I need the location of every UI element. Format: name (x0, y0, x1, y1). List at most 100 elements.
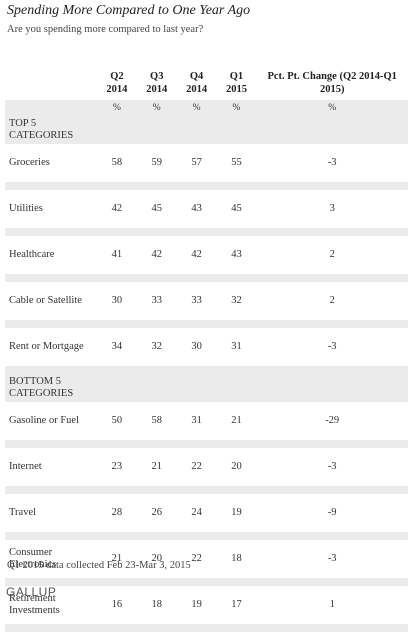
cell-value: 21 (216, 402, 257, 448)
cell-value: 24 (176, 490, 217, 540)
cell (5, 100, 97, 116)
unit: % (97, 100, 137, 116)
cell-value: 28 (97, 490, 137, 540)
cell (97, 116, 137, 144)
cell-value: 18 (136, 582, 177, 632)
cell-value: 41 (97, 232, 137, 282)
unit: % (216, 100, 257, 116)
cell-value: 17 (216, 582, 257, 632)
cell-value: 31 (216, 324, 257, 374)
section-label: BOTTOM 5 CATEGORIES (5, 370, 97, 402)
column-header: Q2 2014 (106, 71, 128, 95)
row-label: Consumer Electronics (5, 536, 97, 586)
cell-value: 19 (216, 490, 257, 540)
corner (5, 45, 97, 100)
cell-value: 45 (216, 186, 257, 236)
column-header: Q4 2014 (186, 71, 208, 95)
cell-value: 20 (136, 536, 177, 586)
cell-value: 58 (136, 402, 177, 448)
page: {"header": {"title": "Spending More Comp… (5, 3, 408, 632)
cell (216, 116, 257, 144)
row-label: Travel (5, 490, 97, 540)
data-row: Cable or Satellite 30 33 33 32 2 (5, 278, 408, 328)
section-row: BOTTOM 5 CATEGORIES (5, 370, 408, 402)
cell-value: 43 (176, 186, 217, 236)
row-label: Groceries (5, 144, 97, 190)
cell-value: 55 (216, 144, 257, 190)
units-row: %%%%% (5, 100, 408, 116)
cell (176, 116, 217, 144)
cell-value: 26 (136, 490, 177, 540)
cell (256, 370, 408, 402)
row-label: Internet (5, 444, 97, 494)
cell-value: 16 (97, 582, 137, 632)
data-row: Internet 23 21 22 20 -3 (5, 444, 408, 494)
row-label: Utilities (5, 186, 97, 236)
cell-value: 30 (176, 324, 217, 374)
data-row: Consumer Electronics 21 20 22 18 -3 (5, 536, 408, 586)
unit: % (256, 100, 408, 116)
cell-value: 57 (176, 144, 217, 190)
row-label: Rent or Mortgage (5, 324, 97, 374)
section-label: TOP 5 CATEGORIES (5, 116, 97, 144)
cell-value: 32 (216, 278, 257, 328)
cell-value: 21 (136, 444, 177, 494)
data-row: Healthcare 41 42 42 43 2 (5, 232, 408, 282)
cell-value: 20 (216, 444, 257, 494)
cell-value: 32 (136, 324, 177, 374)
cell-value: 31 (176, 402, 217, 448)
cell-value: 3 (256, 186, 408, 236)
column-header: Pct. Pt. Change (Q2 2014-Q1 2015) (267, 71, 397, 95)
footnote: Q1 2015 data collected Feb 23-Mar 3, 201… (7, 560, 191, 571)
data-row: Retirement Investments 16 18 19 17 1 (5, 582, 408, 632)
brand: GALLUP (6, 585, 57, 599)
cell-value: 58 (97, 144, 137, 190)
cell-value: 2 (256, 278, 408, 328)
cell-value: -9 (256, 490, 408, 540)
cell-value: 30 (97, 278, 137, 328)
cell-value: 19 (176, 582, 217, 632)
cell-value: 43 (216, 232, 257, 282)
cell (136, 116, 177, 144)
cell (216, 370, 257, 402)
cell-value: -3 (256, 444, 408, 494)
column-header: Q1 2015 (225, 71, 247, 95)
cell-value: -29 (256, 402, 408, 448)
cell-value: 1 (256, 582, 408, 632)
row-label: Cable or Satellite (5, 278, 97, 328)
cell-value: 2 (256, 232, 408, 282)
cell-value: 22 (176, 444, 217, 494)
cell-value: 23 (97, 444, 137, 494)
subtitle: Are you spending more compared to last y… (7, 24, 204, 35)
cell-value: 34 (97, 324, 137, 374)
data-row: Groceries 58 59 57 55 -3 (5, 144, 408, 190)
data-row: Travel 28 26 24 19 -9 (5, 490, 408, 540)
cell-value: 45 (136, 186, 177, 236)
cell (256, 116, 408, 144)
cell-value: -3 (256, 324, 408, 374)
data-table: Q2 2014 Q3 2014 Q4 2014 Q1 2015 Pct. Pt. Cha… (5, 45, 408, 632)
cell-value: 42 (136, 232, 177, 282)
unit: % (136, 100, 177, 116)
cell-value: -3 (256, 144, 408, 190)
row-label: Healthcare (5, 232, 97, 282)
cell-value: 42 (97, 186, 137, 236)
column-header: Q3 2014 (146, 71, 168, 95)
cell (176, 370, 217, 402)
data-row: Gasoline or Fuel 50 58 31 21 -29 (5, 402, 408, 448)
cell (97, 370, 137, 402)
cell-value: 33 (136, 278, 177, 328)
cell-value: 50 (97, 402, 137, 448)
data-row: Utilities 42 45 43 45 3 (5, 186, 408, 236)
cell-value: -3 (256, 536, 408, 586)
section-row: TOP 5 CATEGORIES (5, 116, 408, 144)
row-label: Gasoline or Fuel (5, 402, 97, 448)
title: Spending More Compared to One Year Ago (7, 3, 251, 18)
cell-value: 59 (136, 144, 177, 190)
cell-value: 22 (176, 536, 217, 586)
cell (136, 370, 177, 402)
unit: % (176, 100, 217, 116)
cell-value: 33 (176, 278, 217, 328)
data-row: Rent or Mortgage 34 32 30 31 -3 (5, 324, 408, 374)
cell-value: 42 (176, 232, 217, 282)
